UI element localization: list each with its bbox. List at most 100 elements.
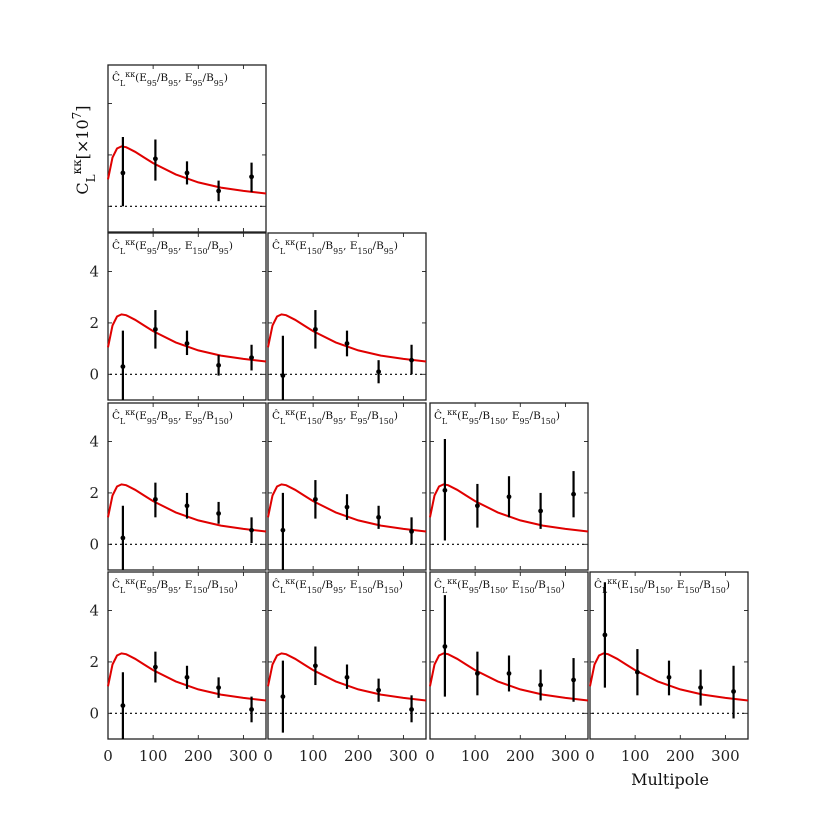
- data-point: [120, 364, 126, 369]
- panel-3-3: ĈLκκ(E150/B150, E150/B150) 0 100 200 300: [585, 571, 749, 765]
- data-point: [249, 527, 254, 533]
- data-point: [506, 494, 512, 500]
- x-tick-label: 100: [461, 747, 490, 765]
- y-tick-label: 0: [89, 535, 99, 553]
- panel-title: ĈLκκ(E95/B150, E150/B150): [434, 577, 565, 595]
- data-point: [344, 341, 350, 346]
- model-curve: [429, 483, 589, 533]
- y-tick-label: 2: [89, 653, 99, 671]
- x-tick-label: 0: [103, 747, 113, 765]
- data-point: [153, 496, 158, 502]
- data-point: [313, 663, 318, 669]
- data-point: [216, 188, 222, 194]
- data-point: [184, 170, 190, 176]
- data-point: [153, 156, 158, 162]
- data-point: [313, 496, 318, 502]
- panel-frame: [429, 571, 589, 740]
- x-tick-label: 200: [666, 747, 695, 765]
- panel-1-1: ĈLκκ(E150/B95, E150/B95): [267, 232, 427, 401]
- data-point: [184, 674, 190, 680]
- x-tick-label: 200: [344, 747, 373, 765]
- panel-frame: [589, 571, 749, 740]
- y-tick-label: 2: [89, 314, 99, 332]
- data-point: [666, 674, 672, 680]
- data-point: [249, 707, 254, 712]
- data-point: [376, 514, 381, 520]
- x-tick-label: 100: [139, 747, 168, 765]
- panel-2-1: ĈLκκ(E150/B95, E95/B150): [267, 402, 427, 571]
- data-point: [153, 326, 158, 332]
- panel-title: ĈLκκ(E95/B95, E95/B150): [112, 408, 233, 426]
- data-point: [376, 369, 381, 375]
- y-tick-label: 2: [89, 484, 99, 502]
- data-point: [409, 707, 414, 712]
- data-point: [376, 687, 381, 693]
- panel-3-2: ĈLκκ(E95/B150, E150/B150) 0 100 200 300: [425, 571, 589, 765]
- data-point: [602, 632, 608, 638]
- data-point: [184, 341, 190, 346]
- data-point: [249, 174, 254, 180]
- data-point: [153, 664, 158, 670]
- model-curve: [267, 483, 427, 533]
- panel-2-2: ĈLκκ(E95/B150, E95/B150): [429, 402, 589, 571]
- data-point: [120, 170, 126, 176]
- data-point: [475, 671, 480, 676]
- panel-title: ĈLκκ(E150/B95, E150/B95): [272, 238, 398, 256]
- panel-title: ĈLκκ(E95/B95, E150/B150): [112, 577, 238, 595]
- model-curve: [267, 313, 427, 363]
- panel-frame: [267, 232, 427, 401]
- model-curve: [107, 652, 267, 702]
- data-point: [571, 677, 576, 683]
- panel-grid: ĈLκκ(E95/B95, E95/B95) ĈLκκ(E95/B95, E150…: [89, 64, 749, 765]
- x-tick-label: 300: [229, 747, 258, 765]
- data-point: [698, 685, 703, 691]
- data-point: [216, 685, 222, 691]
- data-point: [184, 503, 190, 509]
- panel-frame: [429, 402, 589, 571]
- x-tick-label: 300: [551, 747, 580, 765]
- y-tick-label: 4: [89, 433, 99, 451]
- x-tick-label: 300: [389, 747, 418, 765]
- x-tick-label: 0: [425, 747, 435, 765]
- panel-frame: [107, 402, 267, 571]
- y-tick-label: 4: [89, 602, 99, 620]
- data-point: [442, 644, 448, 649]
- x-tick-label: 100: [621, 747, 650, 765]
- data-point: [120, 703, 126, 708]
- data-point: [216, 511, 222, 516]
- x-axis-label: Multipole: [631, 770, 709, 789]
- panel-frame: [107, 232, 267, 401]
- model-curve: [589, 652, 749, 702]
- panel-title: ĈLκκ(E150/B95, E95/B150): [272, 408, 398, 426]
- data-point: [280, 527, 286, 533]
- model-curve: [107, 145, 267, 195]
- data-point: [635, 669, 640, 675]
- x-tick-label: 0: [263, 747, 273, 765]
- panel-2-0: ĈLκκ(E95/B95, E95/B150) 0 2 4: [89, 402, 267, 571]
- x-tick-label: 200: [506, 747, 535, 765]
- y-tick-label: 0: [89, 704, 99, 722]
- panel-3-1: ĈLκκ(E150/B95, E150/B150) 0 100 200 300: [263, 571, 427, 765]
- x-tick-label: 200: [184, 747, 213, 765]
- data-point: [280, 694, 286, 700]
- panel-frame: [267, 402, 427, 571]
- x-tick-label: 0: [585, 747, 595, 765]
- x-tick-label: 100: [299, 747, 328, 765]
- panel-1-0: ĈLκκ(E95/B95, E150/B95) 0 2 4: [89, 232, 267, 401]
- y-tick-label: 4: [89, 263, 99, 281]
- data-point: [506, 671, 512, 676]
- data-point: [249, 355, 254, 361]
- data-point: [475, 503, 480, 509]
- y-axis-label: CLκκ[×107]: [70, 105, 98, 194]
- data-point: [538, 682, 543, 688]
- data-point: [442, 487, 448, 493]
- panel-title: ĈLκκ(E95/B150, E95/B150): [434, 408, 560, 426]
- model-curve: [107, 313, 267, 363]
- data-point: [216, 362, 222, 368]
- data-point: [409, 357, 414, 363]
- data-point: [120, 535, 126, 541]
- panel-frame: [267, 571, 427, 740]
- data-point: [538, 508, 543, 514]
- data-point: [313, 326, 318, 332]
